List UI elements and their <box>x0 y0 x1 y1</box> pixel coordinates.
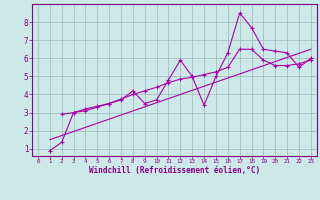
X-axis label: Windchill (Refroidissement éolien,°C): Windchill (Refroidissement éolien,°C) <box>89 166 260 175</box>
